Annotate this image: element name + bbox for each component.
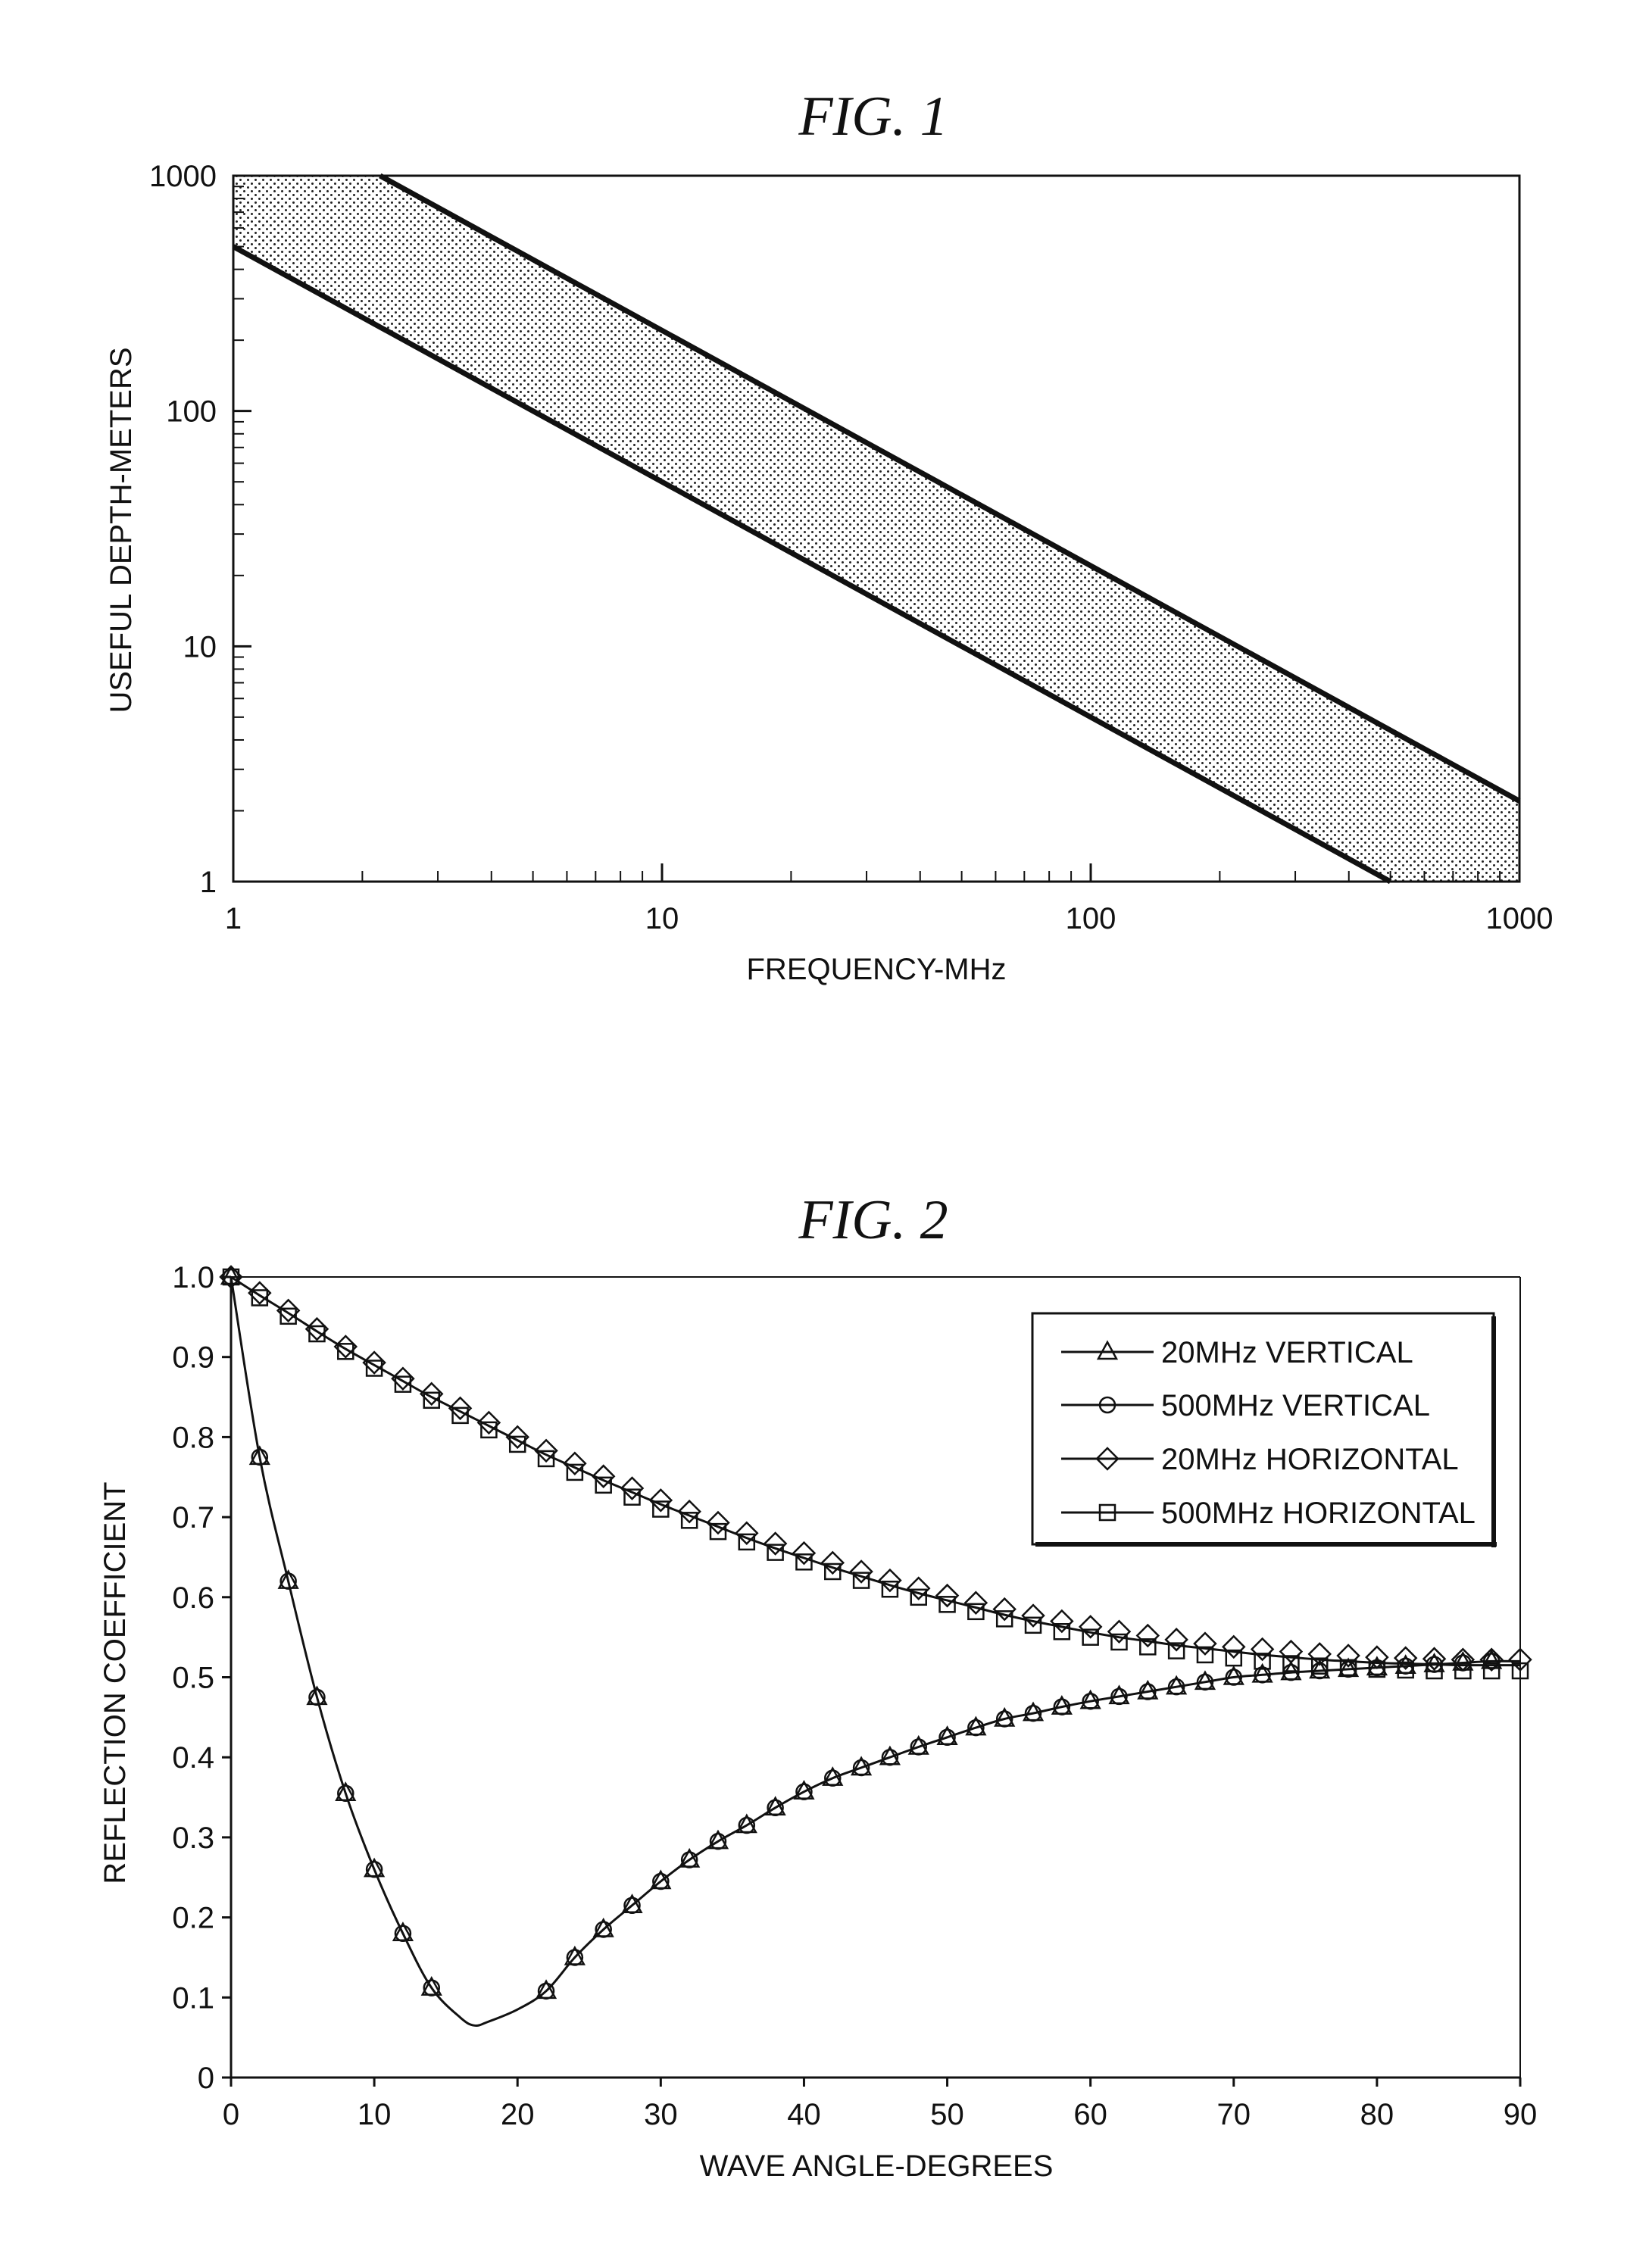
fig1-upper-bound-line <box>380 176 1519 801</box>
fig2-y-tick-label: 0.5 <box>172 1662 214 1695</box>
fig1-y-axis-label: USEFUL DEPTH-METERS <box>105 347 138 713</box>
fig2-x-tick-label: 90 <box>1504 2098 1538 2131</box>
fig2-title: FIG. 2 <box>798 1189 948 1251</box>
fig2-x-tick-label: 30 <box>644 2098 678 2131</box>
fig2-y-tick-label: 0.4 <box>172 1741 214 1775</box>
fig2-x-tick-label: 80 <box>1360 2098 1394 2131</box>
fig2-y-tick-label: 0.3 <box>172 1822 214 1855</box>
fig2-x-tick-label: 40 <box>787 2098 821 2131</box>
fig1-title: FIG. 1 <box>798 86 948 148</box>
fig1-chart: FIG. 1 1 10 100 1000 1 10 100 1000 FREQUENCY-M… <box>105 86 1553 986</box>
fig1-depth-band <box>233 176 1519 882</box>
fig2-square-marker <box>453 1408 468 1423</box>
fig1-y-tick-label: 100 <box>166 395 217 429</box>
fig1-x-tick-label: 1000 <box>1486 902 1554 935</box>
fig1-x-axis-label: FREQUENCY-MHz <box>747 953 1007 986</box>
fig2-y-tick-label: 0.7 <box>172 1501 214 1534</box>
fig2-y-tick-label: 0.6 <box>172 1581 214 1615</box>
fig2-y-ticks: 0 0.1 0.2 0.3 0.4 0.5 0.6 0.7 0.8 0.9 1.0 <box>172 1261 231 2095</box>
fig1-y-ticks: 1 10 100 1000 <box>149 160 251 899</box>
fig2-y-tick-label: 0.9 <box>172 1341 214 1375</box>
fig2-y-tick-label: 0 <box>198 2062 214 2095</box>
fig2-y-tick-label: 0.8 <box>172 1421 214 1454</box>
fig2-y-tick-label: 0.1 <box>172 1981 214 2015</box>
fig2-x-tick-label: 60 <box>1073 2098 1107 2131</box>
fig2-y-tick-label: 0.2 <box>172 1902 214 1935</box>
fig2-x-tick-label: 70 <box>1217 2098 1251 2131</box>
fig2-legend-label: 500MHz HORIZONTAL <box>1161 1497 1476 1530</box>
fig1-y-tick-label: 10 <box>183 630 217 663</box>
fig1-x-tick-label: 100 <box>1066 902 1116 935</box>
fig1-y-tick-label: 1 <box>200 866 217 899</box>
fig2-y-tick-label: 1.0 <box>172 1261 214 1294</box>
fig2-x-tick-label: 0 <box>223 2098 239 2131</box>
fig2-square-marker <box>481 1422 496 1438</box>
fig1-y-tick-label: 1000 <box>149 160 217 193</box>
fig1-x-tick-label: 1 <box>225 902 242 935</box>
fig2-x-axis-label: WAVE ANGLE-DEGREES <box>700 2149 1054 2183</box>
fig2-legend-label: 20MHz VERTICAL <box>1161 1336 1413 1369</box>
fig1-lower-bound-line <box>233 247 1391 882</box>
fig2-x-tick-label: 50 <box>930 2098 964 2131</box>
fig2-chart: FIG. 2 0 10 20 30 40 50 60 70 80 90 0 0.1 0.2 0.3 0.4… <box>98 1189 1537 2183</box>
fig1-x-tick-label: 10 <box>645 902 679 935</box>
fig2-y-axis-label: REFLECTION COEFFICIENT <box>98 1481 132 1884</box>
fig2-x-tick-label: 10 <box>358 2098 392 2131</box>
figure-sheet: FIG. 1 1101001000 1101001000 FREQUENCY-M… <box>0 0 1652 2254</box>
fig2-legend: 20MHz VERTICAL 500MHz VERTICAL 20MHz HORIZ… <box>1032 1313 1497 1547</box>
fig1-x-ticks: 1 10 100 1000 <box>225 863 1554 935</box>
fig2-legend-label: 20MHz HORIZONTAL <box>1161 1443 1459 1476</box>
fig2-x-ticks: 0 10 20 30 40 50 60 70 80 90 <box>223 2078 1537 2131</box>
fig2-legend-label: 500MHz VERTICAL <box>1161 1389 1430 1422</box>
fig2-x-tick-label: 20 <box>501 2098 535 2131</box>
fig2-square-marker <box>510 1437 525 1452</box>
